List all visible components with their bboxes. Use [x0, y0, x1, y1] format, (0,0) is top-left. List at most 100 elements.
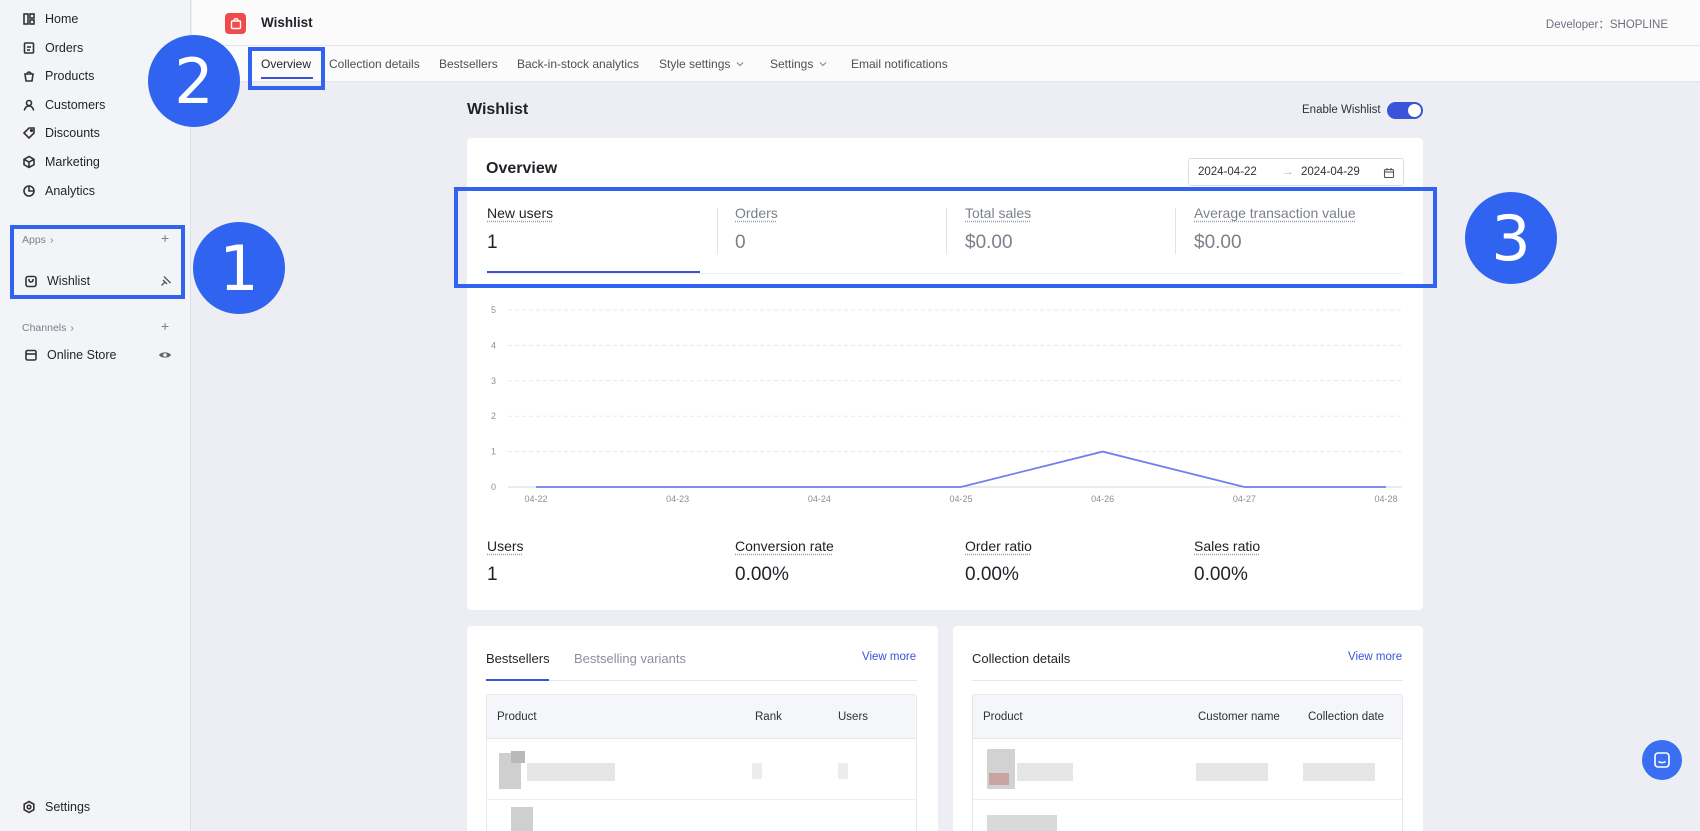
collection-table-header: Product Customer name Collection date — [972, 694, 1403, 738]
date-start: 2024-04-22 — [1198, 166, 1257, 178]
stat-order-ratio: Order ratio 0.00% — [965, 538, 1032, 586]
tab-back-in-stock-analytics[interactable]: Back-in-stock analytics — [517, 57, 639, 71]
sidebar-item-label: Home — [45, 12, 79, 26]
metric-value: 1 — [487, 232, 498, 253]
tab-email-notifications[interactable]: Email notifications — [851, 57, 948, 71]
collection-table-body — [972, 738, 1403, 831]
stat-value: 0.00% — [735, 564, 789, 585]
y-tick-label: 2 — [491, 411, 496, 421]
metric-average-transaction-value[interactable]: Average transaction value $0.00 — [1194, 205, 1356, 254]
tab-style-settings[interactable]: Style settings — [659, 57, 744, 71]
panel-title-baseline — [972, 680, 1403, 681]
toggle-knob — [1408, 104, 1421, 117]
bestsellers-view-more-link[interactable]: View more — [862, 651, 917, 663]
add-app-button[interactable]: + — [161, 230, 170, 246]
product-thumbnail — [989, 773, 1009, 785]
calendar-icon — [1383, 168, 1395, 179]
wishlist-app-icon — [24, 274, 38, 288]
metric-total-sales[interactable]: Total sales $0.00 — [965, 205, 1031, 254]
sidebar-item-analytics[interactable]: Analytics — [22, 180, 95, 202]
discounts-icon — [22, 126, 36, 140]
sidebar-item-settings[interactable]: Settings — [22, 796, 90, 818]
enable-wishlist-label: Enable Wishlist — [1302, 104, 1381, 116]
sidebar-item-label: Discounts — [45, 126, 100, 140]
sidebar-item-customers[interactable]: Customers — [22, 94, 105, 116]
collection-view-more-link[interactable]: View more — [1348, 651, 1403, 663]
panel-tab-baseline — [486, 680, 917, 681]
users-blurred — [838, 763, 848, 779]
page-title: Wishlist — [467, 101, 529, 118]
active-tab-indicator — [261, 77, 313, 79]
metric-value: 0 — [735, 232, 746, 253]
store-icon — [24, 348, 38, 362]
tab-label: Bestsellers — [439, 57, 498, 71]
stat-label: Conversion rate — [735, 538, 834, 554]
sidebar-item-marketing[interactable]: Marketing — [22, 151, 100, 173]
metric-tabs-baseline — [487, 273, 1403, 274]
sidebar-item-online-store[interactable]: Online Store — [24, 344, 116, 366]
metric-label: Orders — [735, 205, 778, 221]
date-range-picker[interactable]: 2024-04-22 → 2024-04-29 — [1188, 158, 1404, 186]
tab-label: Collection details — [329, 57, 420, 71]
metric-new-users[interactable]: New users 1 — [487, 205, 553, 254]
orders-icon — [22, 41, 36, 55]
sidebar-item-orders[interactable]: Orders — [22, 37, 83, 59]
product-thumbnail — [511, 807, 533, 831]
stat-users: Users 1 — [487, 538, 524, 586]
y-tick-label: 1 — [491, 447, 496, 457]
sidebar-item-wishlist[interactable]: Wishlist — [24, 270, 90, 292]
chevron-down-icon — [819, 62, 827, 67]
y-tick-label: 0 — [491, 482, 496, 492]
stat-value: 0.00% — [1194, 564, 1248, 585]
x-tick-label: 04-22 — [524, 494, 547, 504]
metric-divider — [717, 208, 718, 254]
column-header-customer-name: Customer name — [1198, 711, 1280, 723]
app-header: Wishlist Developer：SHOPLINE — [192, 0, 1700, 46]
metric-divider — [946, 208, 947, 254]
tab-collection-details[interactable]: Collection details — [329, 57, 420, 71]
date-arrow: → — [1282, 166, 1294, 178]
date-end: 2024-04-29 — [1301, 166, 1360, 178]
highlight-box-metrics — [454, 187, 1437, 288]
sidebar-item-home[interactable]: Home — [22, 8, 78, 30]
rank-blurred — [752, 763, 762, 779]
stat-label: Sales ratio — [1194, 538, 1261, 554]
row-divider — [973, 799, 1402, 800]
enable-wishlist-toggle[interactable] — [1387, 102, 1423, 119]
customers-icon — [22, 98, 36, 112]
highlight-box-overview-tab — [248, 47, 325, 90]
chat-support-button[interactable] — [1642, 740, 1682, 780]
tab-bestsellers-panel[interactable]: Bestsellers — [486, 651, 550, 666]
chevron-down-icon — [736, 62, 744, 67]
eye-icon[interactable] — [158, 348, 172, 360]
sidebar-item-discounts[interactable]: Discounts — [22, 122, 100, 144]
overview-card — [467, 138, 1423, 610]
gear-icon — [22, 800, 36, 814]
metric-orders[interactable]: Orders 0 — [735, 205, 778, 254]
tab-bestselling-variants[interactable]: Bestselling variants — [574, 651, 686, 666]
add-channel-button[interactable]: + — [161, 318, 170, 334]
channels-section-header[interactable]: Channels › — [22, 322, 74, 334]
annotation-marker-2: 2 — [148, 35, 240, 127]
tab-bar: Overview Collection details Bestsellers … — [192, 46, 1700, 82]
tab-label: Back-in-stock analytics — [517, 57, 640, 71]
x-tick-label: 04-27 — [1233, 494, 1256, 504]
x-tick-label: 04-26 — [1091, 494, 1114, 504]
sidebar-item-label: Marketing — [45, 155, 100, 169]
tab-settings[interactable]: Settings — [770, 57, 827, 71]
highlight-box-apps — [10, 225, 185, 299]
apps-section-header[interactable]: Apps › — [22, 234, 53, 246]
sidebar-item-products[interactable]: Products — [22, 65, 94, 87]
annotation-marker-3: 3 — [1465, 192, 1557, 284]
sidebar-item-label: Online Store — [47, 348, 117, 362]
tab-bestsellers[interactable]: Bestsellers — [439, 57, 498, 71]
pin-icon[interactable] — [160, 274, 172, 286]
active-panel-tab-indicator — [486, 679, 549, 681]
tab-overview[interactable]: Overview — [261, 57, 311, 71]
stat-label: Order ratio — [965, 538, 1032, 554]
customer-name-blurred — [1196, 763, 1268, 781]
x-tick-label: 04-28 — [1374, 494, 1397, 504]
y-tick-label: 5 — [491, 305, 496, 315]
product-name-blurred — [527, 763, 615, 781]
metric-divider — [1175, 208, 1176, 254]
